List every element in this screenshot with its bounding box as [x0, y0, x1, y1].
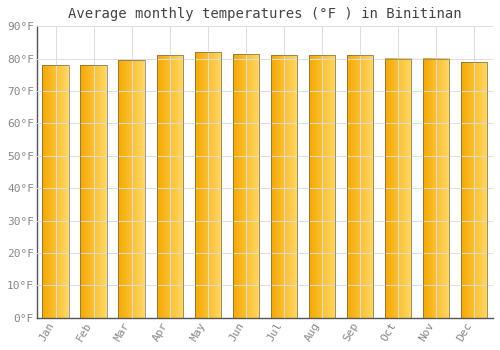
Bar — [422, 59, 450, 318]
Bar — [232, 54, 259, 318]
Bar — [308, 55, 335, 318]
Bar — [270, 55, 297, 318]
Bar — [194, 52, 221, 318]
Bar — [156, 55, 183, 318]
Bar — [80, 65, 107, 318]
Bar — [460, 62, 487, 318]
Bar — [384, 59, 411, 318]
Title: Average monthly temperatures (°F ) in Binitinan: Average monthly temperatures (°F ) in Bi… — [68, 7, 462, 21]
Bar — [42, 65, 69, 318]
Bar — [346, 55, 374, 318]
Bar — [118, 60, 145, 318]
